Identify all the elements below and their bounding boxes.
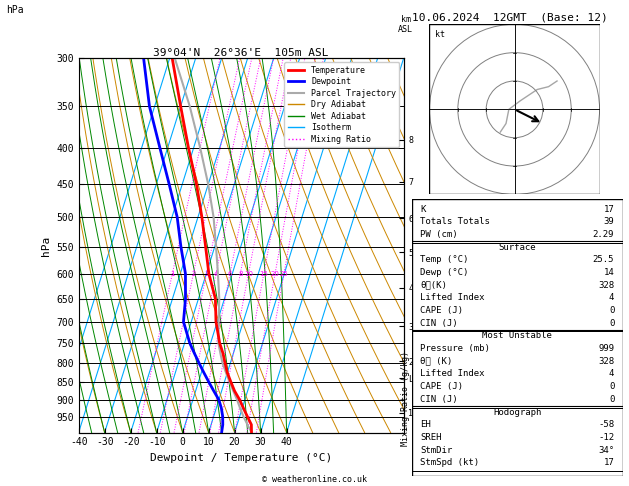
Text: SREH: SREH [420, 433, 442, 442]
Legend: Temperature, Dewpoint, Parcel Trajectory, Dry Adiabat, Wet Adiabat, Isotherm, Mi: Temperature, Dewpoint, Parcel Trajectory… [284, 63, 399, 147]
Text: EH: EH [420, 420, 431, 429]
Text: 4: 4 [609, 369, 615, 379]
Text: StmSpd (kt): StmSpd (kt) [420, 458, 479, 468]
Text: Temp (°C): Temp (°C) [420, 255, 469, 264]
Bar [412, 331, 623, 408]
Text: Dewp (°C): Dewp (°C) [420, 268, 469, 277]
Text: 15: 15 [259, 271, 268, 277]
Text: 10.06.2024  12GMT  (Base: 12): 10.06.2024 12GMT (Base: 12) [412, 12, 608, 22]
X-axis label: Dewpoint / Temperature (°C): Dewpoint / Temperature (°C) [150, 453, 332, 463]
Text: Hodograph: Hodograph [493, 408, 542, 417]
Text: Totals Totals: Totals Totals [420, 217, 490, 226]
Text: 1: 1 [170, 271, 175, 277]
Text: 17: 17 [604, 205, 615, 213]
Text: 8: 8 [238, 271, 243, 277]
Text: 17: 17 [604, 458, 615, 468]
Text: K: K [420, 205, 426, 213]
Bar [412, 243, 623, 331]
Text: 2.29: 2.29 [593, 230, 615, 239]
Text: -12: -12 [598, 433, 615, 442]
Text: 0: 0 [609, 382, 615, 391]
Text: θᴇ (K): θᴇ (K) [420, 357, 453, 366]
Text: StmDir: StmDir [420, 446, 453, 454]
Text: Lifted Index: Lifted Index [420, 294, 485, 302]
Bar [412, 408, 623, 471]
Text: 10: 10 [244, 271, 253, 277]
Text: 39: 39 [604, 217, 615, 226]
Text: hPa: hPa [6, 5, 24, 15]
Text: 4: 4 [609, 294, 615, 302]
Text: Surface: Surface [499, 243, 536, 252]
Text: CAPE (J): CAPE (J) [420, 306, 464, 315]
Text: © weatheronline.co.uk: © weatheronline.co.uk [262, 474, 367, 484]
Text: 3: 3 [204, 271, 209, 277]
Text: 2: 2 [191, 271, 196, 277]
Text: -58: -58 [598, 420, 615, 429]
Y-axis label: hPa: hPa [41, 235, 50, 256]
Text: 328: 328 [598, 281, 615, 290]
Text: θᴇ(K): θᴇ(K) [420, 281, 447, 290]
Text: CIN (J): CIN (J) [420, 395, 458, 404]
Text: CAPE (J): CAPE (J) [420, 382, 464, 391]
Text: 25: 25 [279, 271, 288, 277]
Text: 25.5: 25.5 [593, 255, 615, 264]
Text: PW (cm): PW (cm) [420, 230, 458, 239]
Bar [412, 199, 623, 243]
Text: CIN (J): CIN (J) [420, 319, 458, 328]
Text: 328: 328 [598, 357, 615, 366]
Text: 0: 0 [609, 395, 615, 404]
Text: 20: 20 [270, 271, 279, 277]
Text: 14: 14 [604, 268, 615, 277]
Text: 999: 999 [598, 344, 615, 353]
Text: Pressure (mb): Pressure (mb) [420, 344, 490, 353]
Text: 0: 0 [609, 306, 615, 315]
Text: 34°: 34° [598, 446, 615, 454]
Text: Mixing Ratio (g/kg): Mixing Ratio (g/kg) [401, 351, 410, 446]
Title: 39°04'N  26°36'E  105m ASL: 39°04'N 26°36'E 105m ASL [153, 48, 329, 57]
Text: 6: 6 [228, 271, 232, 277]
Text: km
ASL: km ASL [398, 15, 413, 34]
Text: 4: 4 [214, 271, 218, 277]
Text: Lifted Index: Lifted Index [420, 369, 485, 379]
Text: 0: 0 [609, 319, 615, 328]
Text: Most Unstable: Most Unstable [482, 331, 552, 340]
Text: kt: kt [435, 30, 445, 39]
